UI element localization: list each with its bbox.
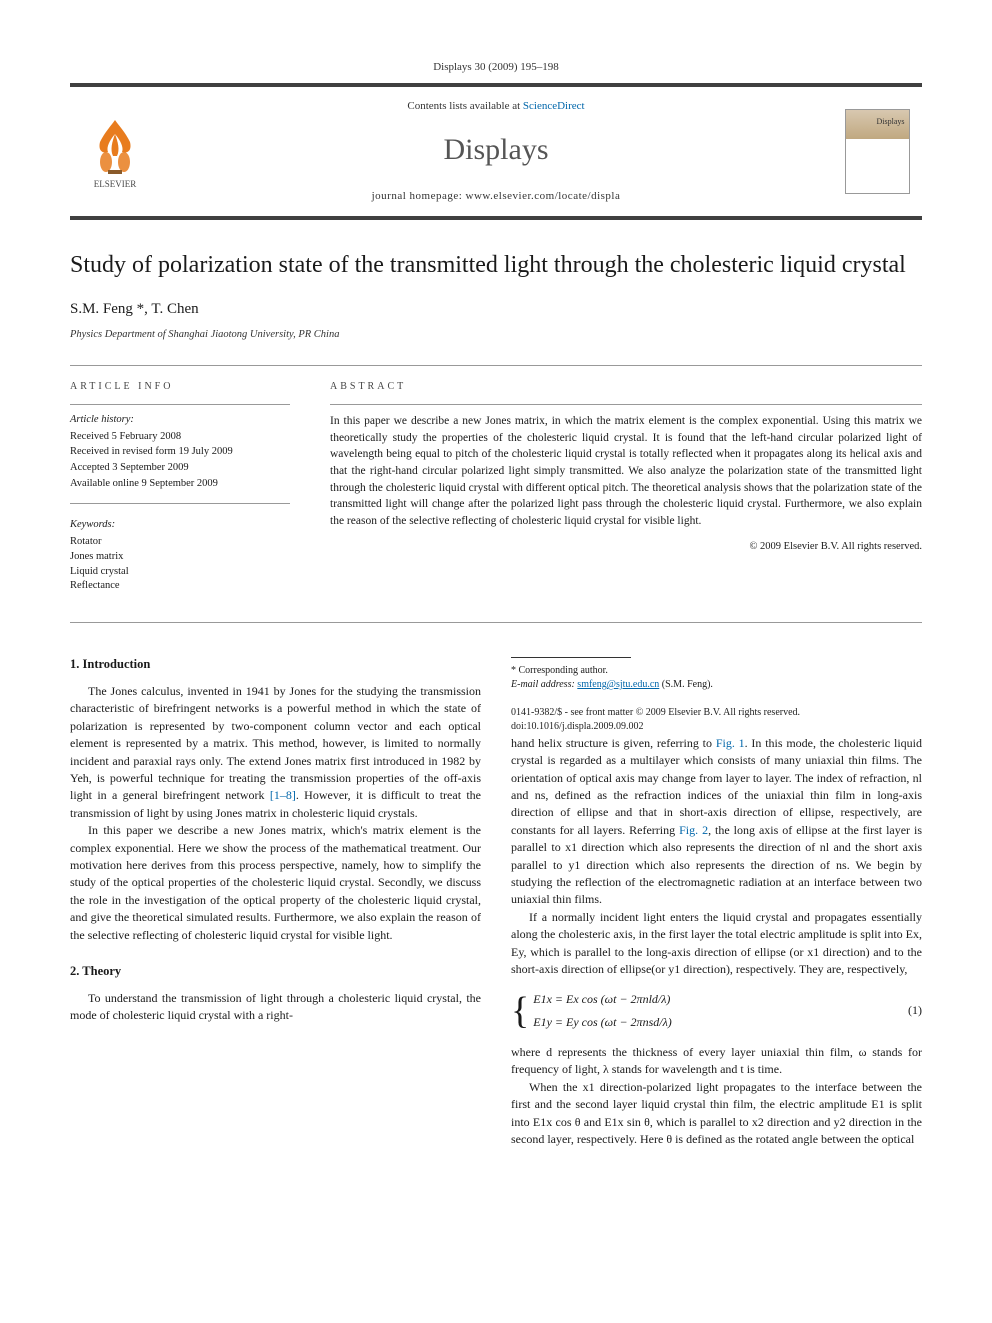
history-online: Available online 9 September 2009 xyxy=(70,477,290,492)
front-matter-copyright: 0141-9382/$ - see front matter © 2009 El… xyxy=(511,706,922,721)
corr-label: * Corresponding author. xyxy=(511,664,922,678)
divider xyxy=(70,622,922,623)
keyword: Liquid crystal xyxy=(70,565,290,580)
abstract-text: In this paper we describe a new Jones ma… xyxy=(330,413,922,530)
equation-number: (1) xyxy=(888,1002,922,1019)
abstract-copyright: © 2009 Elsevier B.V. All rights reserved… xyxy=(330,540,922,555)
journal-homepage: journal homepage: www.elsevier.com/locat… xyxy=(160,189,832,204)
elsevier-logo: ELSEVIER xyxy=(80,112,150,192)
history-accepted: Accepted 3 September 2009 xyxy=(70,461,290,476)
homepage-url: www.elsevier.com/locate/displa xyxy=(466,190,621,202)
theory-para-3: where d represents the thickness of ever… xyxy=(511,1044,922,1079)
intro-para-2: In this paper we describe a new Jones ma… xyxy=(70,822,481,944)
journal-cover-thumbnail xyxy=(845,109,910,194)
keyword: Rotator xyxy=(70,535,290,550)
theory-para-2: If a normally incident light enters the … xyxy=(511,909,922,979)
eq1-line1: E1x = Ex cos (ωt − 2πnld/λ) xyxy=(533,992,670,1006)
corresponding-author: * Corresponding author. E-mail address: … xyxy=(511,664,922,692)
theory-para-1a: To understand the transmission of light … xyxy=(70,990,481,1025)
divider xyxy=(330,404,922,405)
section-1-heading: 1. Introduction xyxy=(70,655,481,673)
figure-link[interactable]: Fig. 2 xyxy=(679,823,708,837)
author-email-link[interactable]: smfeng@sjtu.edu.cn xyxy=(577,679,659,690)
article-title: Study of polarization state of the trans… xyxy=(70,250,922,281)
email-label: E-mail address: xyxy=(511,679,577,690)
history-received: Received 5 February 2008 xyxy=(70,430,290,445)
theory-para-1b: hand helix structure is given, referring… xyxy=(511,735,922,909)
cover-thumbnail-container xyxy=(832,87,922,216)
doi: doi:10.1016/j.displa.2009.09.002 xyxy=(511,720,922,735)
divider xyxy=(70,503,290,504)
sciencedirect-link[interactable]: ScienceDirect xyxy=(523,100,585,112)
citation-reference: Displays 30 (2009) 195–198 xyxy=(70,60,922,75)
svg-text:ELSEVIER: ELSEVIER xyxy=(94,179,137,189)
homepage-prefix: journal homepage: xyxy=(372,190,466,202)
email-name: (S.M. Feng). xyxy=(659,679,713,690)
section-2-heading: 2. Theory xyxy=(70,962,481,980)
figure-link[interactable]: Fig. 1 xyxy=(716,736,745,750)
divider xyxy=(70,404,290,405)
history-revised: Received in revised form 19 July 2009 xyxy=(70,445,290,460)
history-label: Article history: xyxy=(70,413,290,428)
reference-link[interactable]: [1–8] xyxy=(270,788,296,802)
theory-para-4: When the x1 direction-polarized light pr… xyxy=(511,1079,922,1149)
divider xyxy=(70,365,922,366)
equation-1: { E1x = Ex cos (ωt − 2πnld/λ) E1y = Ey c… xyxy=(511,988,922,1034)
authors: S.M. Feng *, T. Chen xyxy=(70,299,922,320)
article-info-heading: ARTICLE INFO xyxy=(70,380,290,394)
eq1-line2: E1y = Ey cos (ωt − 2πnsd/λ) xyxy=(533,1015,672,1029)
keywords-label: Keywords: xyxy=(70,518,290,533)
journal-header: ELSEVIER Contents lists available at Sci… xyxy=(70,83,922,220)
intro-para-1: The Jones calculus, invented in 1941 by … xyxy=(70,683,481,822)
contents-available: Contents lists available at ScienceDirec… xyxy=(160,99,832,114)
abstract-heading: ABSTRACT xyxy=(330,380,922,394)
footnote-separator xyxy=(511,657,631,658)
keyword: Jones matrix xyxy=(70,550,290,565)
affiliation: Physics Department of Shanghai Jiaotong … xyxy=(70,328,922,343)
contents-prefix: Contents lists available at xyxy=(407,100,522,112)
journal-title: Displays xyxy=(160,129,832,171)
article-info-block: ARTICLE INFO Article history: Received 5… xyxy=(70,380,290,594)
keyword: Reflectance xyxy=(70,579,290,594)
abstract-block: ABSTRACT In this paper we describe a new… xyxy=(330,380,922,594)
publisher-logo-container: ELSEVIER xyxy=(70,87,160,216)
